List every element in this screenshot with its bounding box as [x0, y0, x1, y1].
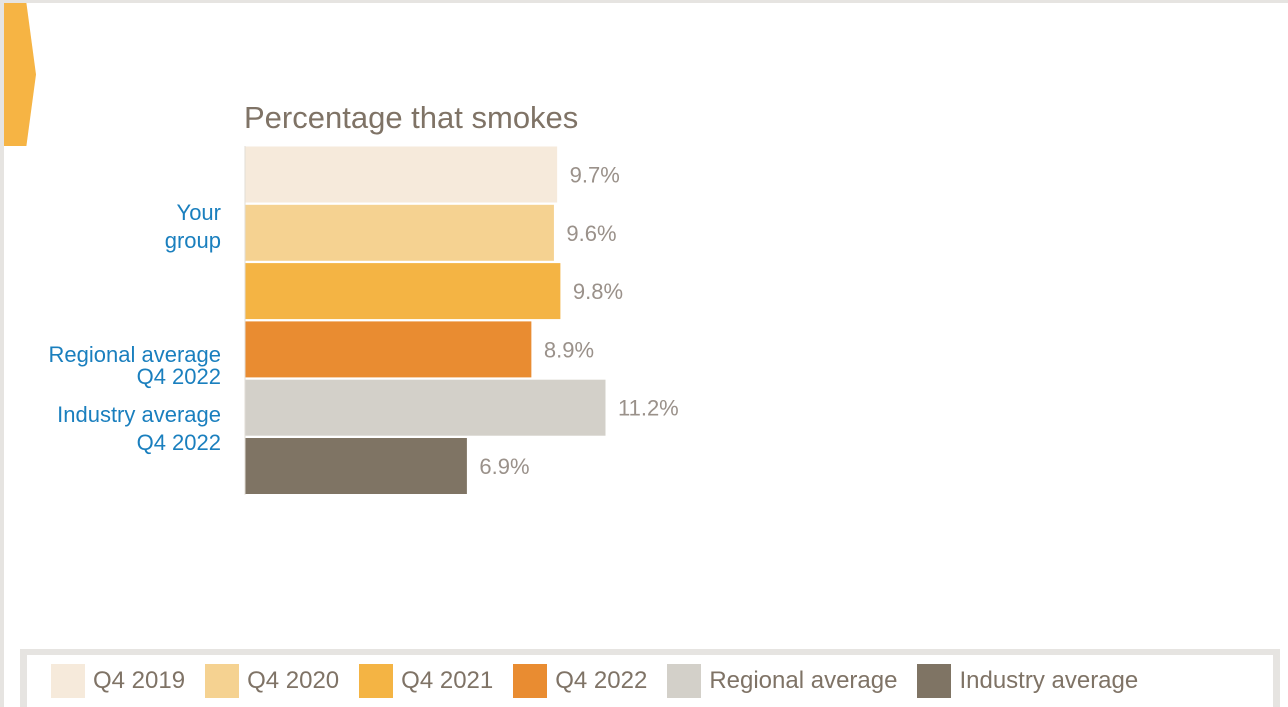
group-label-line: Q4 2022 — [136, 430, 221, 455]
frame-top-border — [0, 0, 1288, 3]
legend-label: Q4 2022 — [555, 667, 648, 694]
bar-regional-average — [244, 378, 607, 437]
data-label-q4-2022: 8.9% — [544, 337, 594, 362]
data-label-regional-average: 11.2% — [618, 396, 679, 421]
bar-q4-2022 — [244, 320, 533, 379]
group-label-line: Q4 2022 — [136, 364, 221, 389]
legend-swatch — [51, 664, 85, 698]
data-label-q4-2020: 9.6% — [566, 221, 616, 246]
data-label-industry-average: 6.9% — [479, 454, 529, 479]
legend-item-industry-average: Industry average — [917, 664, 1138, 698]
group-label-industry-average: Industry average Q4 2022 — [57, 401, 221, 457]
legend-swatch — [667, 664, 702, 698]
frame-left-border — [0, 0, 4, 707]
legend-item-regional-average: Regional average — [667, 664, 897, 698]
data-label-q4-2021: 9.8% — [573, 279, 623, 304]
group-label-regional-average: Regional average Q4 2022 — [49, 341, 221, 391]
bar-q4-2019 — [244, 145, 559, 204]
legend-swatch — [917, 664, 952, 698]
legend-label: Q4 2019 — [93, 667, 186, 694]
group-label-line: Regional average — [48, 342, 221, 367]
legend-swatch — [513, 664, 548, 698]
legend: Q4 2019 Q4 2020 Q4 2021 Q4 2022 Regional… — [20, 649, 1280, 707]
legend-item-q4-2022: Q4 2022 — [513, 664, 647, 698]
legend-swatch — [359, 664, 394, 698]
group-label-line: Your — [176, 200, 221, 225]
legend-label: Industry average — [959, 667, 1139, 694]
legend-swatch — [205, 664, 240, 698]
legend-item-q4-2021: Q4 2021 — [359, 664, 493, 698]
group-label-line: Industry average — [57, 402, 221, 427]
bar-q4-2020 — [244, 203, 555, 262]
data-label-q4-2019: 9.7% — [570, 163, 620, 188]
chart-title: Percentage that smokes — [244, 100, 579, 135]
legend-label: Regional average — [709, 667, 898, 694]
bar-industry-average — [244, 437, 468, 495]
legend-label: Q4 2021 — [401, 667, 494, 694]
legend-box: Q4 2019 Q4 2020 Q4 2021 Q4 2022 Regional… — [27, 655, 1273, 707]
legend-label: Q4 2020 — [247, 667, 340, 694]
group-label-line: group — [164, 228, 221, 253]
group-label-your-group: Your group — [165, 199, 221, 255]
legend-item-q4-2019: Q4 2019 — [51, 664, 185, 698]
bar-q4-2021 — [244, 262, 562, 321]
legend-item-q4-2020: Q4 2020 — [205, 664, 339, 698]
